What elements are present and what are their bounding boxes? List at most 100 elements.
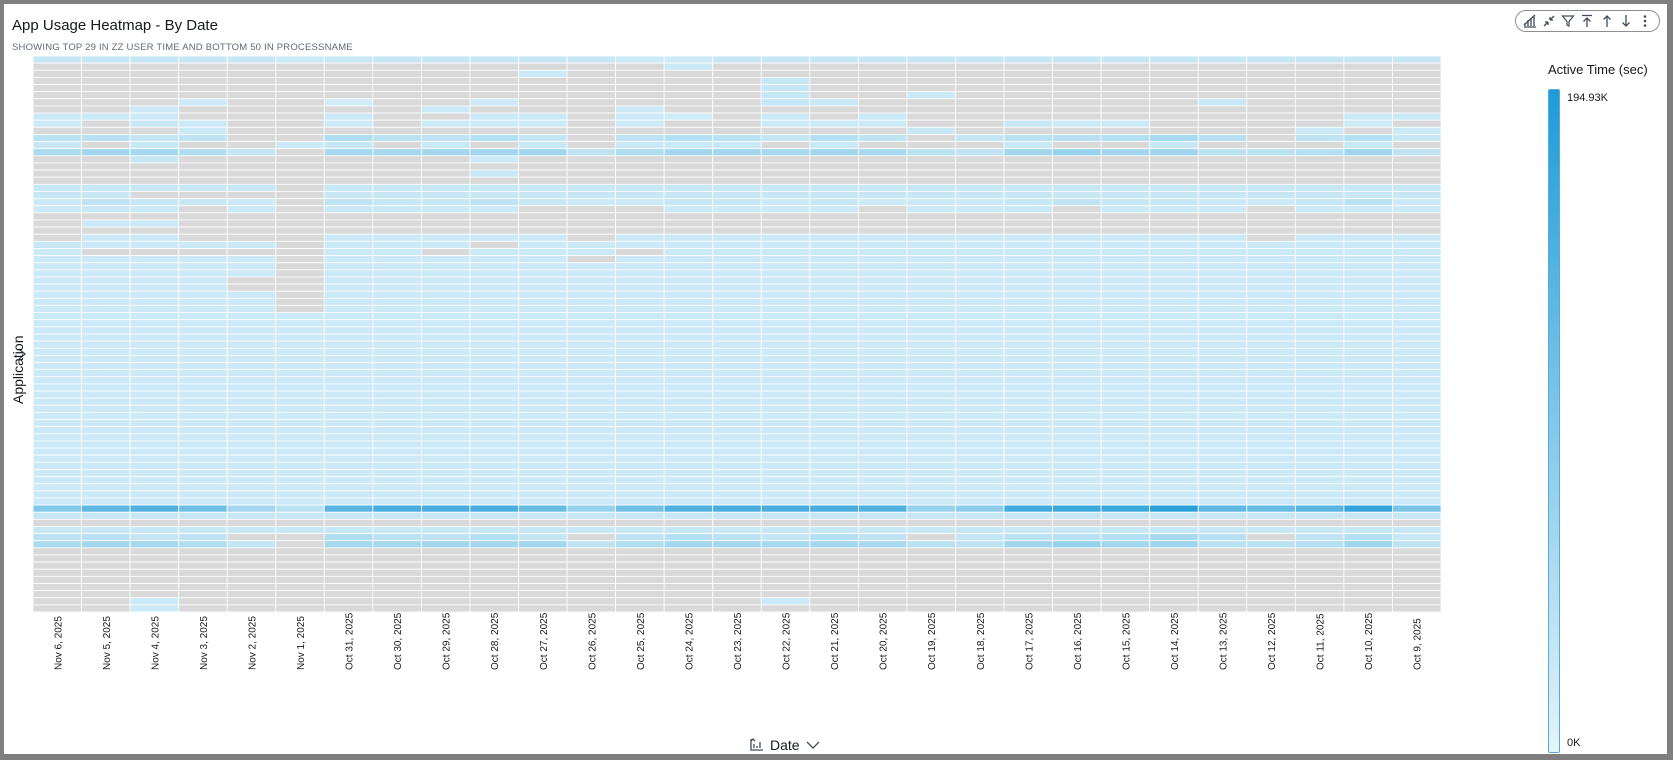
heatmap-cell[interactable] [1197,369,1248,378]
heatmap-cell[interactable] [81,590,131,599]
heatmap-cell[interactable] [275,383,325,392]
heatmap-cell[interactable] [566,433,617,442]
heatmap-cell[interactable] [1197,198,1248,207]
heatmap-cell[interactable] [760,98,811,107]
heatmap-cell[interactable] [566,526,617,534]
heatmap-cell[interactable] [469,340,519,349]
heatmap-cell[interactable] [1052,526,1102,534]
heatmap-cell[interactable] [1052,447,1102,456]
heatmap-cell[interactable] [129,283,180,292]
heatmap-cell[interactable] [275,526,325,534]
heatmap-cell[interactable] [1294,312,1345,321]
heatmap-cell[interactable] [566,326,617,335]
heatmap-cell[interactable] [372,419,422,428]
heatmap-cell[interactable] [566,404,617,413]
heatmap-cell[interactable] [1343,119,1393,128]
heatmap-cell[interactable] [1149,412,1199,420]
heatmap-cell[interactable] [32,134,82,142]
heatmap-cell[interactable] [81,419,131,428]
heatmap-cell[interactable] [518,461,568,470]
heatmap-cell[interactable] [518,354,568,363]
heatmap-cell[interactable] [1197,404,1248,413]
heatmap-cell[interactable] [760,290,811,299]
heatmap-cell[interactable] [566,233,617,242]
heatmap-cell[interactable] [857,547,908,556]
heatmap-cell[interactable] [81,169,131,178]
heatmap-cell[interactable] [1343,290,1393,299]
heatmap-cell[interactable] [1343,134,1393,142]
heatmap-cell[interactable] [469,162,519,171]
heatmap-cell[interactable] [857,262,908,271]
heatmap-cell[interactable] [809,518,859,527]
heatmap-cell[interactable] [712,62,762,71]
heatmap-cell[interactable] [1246,561,1296,570]
heatmap-cell[interactable] [226,269,277,278]
heatmap-cell[interactable] [955,590,1005,599]
heatmap-cell[interactable] [809,447,859,456]
heatmap-cell[interactable] [178,240,228,249]
heatmap-cell[interactable] [1294,554,1345,563]
heatmap-cell[interactable] [1294,533,1345,542]
heatmap-cell[interactable] [1149,205,1199,214]
heatmap-cell[interactable] [226,105,277,114]
heatmap-cell[interactable] [81,69,131,78]
heatmap-cell[interactable] [906,497,956,506]
heatmap-cell[interactable] [1003,404,1053,413]
heatmap-cell[interactable] [566,561,617,570]
heatmap-cell[interactable] [1149,354,1199,363]
heatmap-cell[interactable] [323,219,374,228]
heatmap-cell[interactable] [857,319,908,328]
heatmap-cell[interactable] [518,226,568,235]
heatmap-cell[interactable] [712,319,762,328]
heatmap-cell[interactable] [129,397,180,406]
heatmap-cell[interactable] [275,255,325,264]
heatmap-cell[interactable] [81,461,131,470]
heatmap-cell[interactable] [1343,412,1393,420]
heatmap-cell[interactable] [1197,191,1248,199]
heatmap-cell[interactable] [469,404,519,413]
heatmap-cell[interactable] [1246,226,1296,235]
heatmap-cell[interactable] [955,262,1005,271]
heatmap-cell[interactable] [1052,141,1102,150]
heatmap-cell[interactable] [615,191,665,199]
heatmap-cell[interactable] [1343,404,1393,413]
heatmap-cell[interactable] [663,604,714,613]
heatmap-cell[interactable] [129,312,180,321]
heatmap-cell[interactable] [1149,255,1199,264]
heatmap-cell[interactable] [1052,340,1102,349]
heatmap-cell[interactable] [178,469,228,477]
heatmap-cell[interactable] [1197,354,1248,363]
heatmap-cell[interactable] [663,469,714,477]
heatmap-cell[interactable] [1343,440,1393,449]
heatmap-cell[interactable] [1003,419,1053,428]
heatmap-cell[interactable] [809,240,859,249]
heatmap-cell[interactable] [663,283,714,292]
heatmap-cell[interactable] [1100,518,1151,527]
heatmap-cell[interactable] [955,597,1005,606]
heatmap-cell[interactable] [178,511,228,520]
heatmap-cell[interactable] [1052,383,1102,392]
heatmap-cell[interactable] [1052,126,1102,135]
heatmap-cell[interactable] [81,62,131,71]
heatmap-cell[interactable] [1197,205,1248,214]
heatmap-cell[interactable] [372,540,422,549]
heatmap-cell[interactable] [275,198,325,207]
heatmap-cell[interactable] [615,226,665,235]
heatmap-cell[interactable] [372,312,422,321]
heatmap-cell[interactable] [955,326,1005,335]
heatmap-cell[interactable] [1294,526,1345,534]
heatmap-cell[interactable] [1294,412,1345,420]
heatmap-cell[interactable] [129,511,180,520]
heatmap-cell[interactable] [857,119,908,128]
heatmap-cell[interactable] [1392,312,1442,321]
heatmap-cell[interactable] [372,533,422,542]
heatmap-cell[interactable] [469,568,519,577]
heatmap-cell[interactable] [906,191,956,199]
heatmap-cell[interactable] [955,169,1005,178]
heatmap-cell[interactable] [178,290,228,299]
heatmap-cell[interactable] [712,575,762,584]
heatmap-cell[interactable] [178,248,228,256]
heatmap-cell[interactable] [518,469,568,477]
heatmap-cell[interactable] [1003,383,1053,392]
heatmap-cell[interactable] [1149,105,1199,114]
